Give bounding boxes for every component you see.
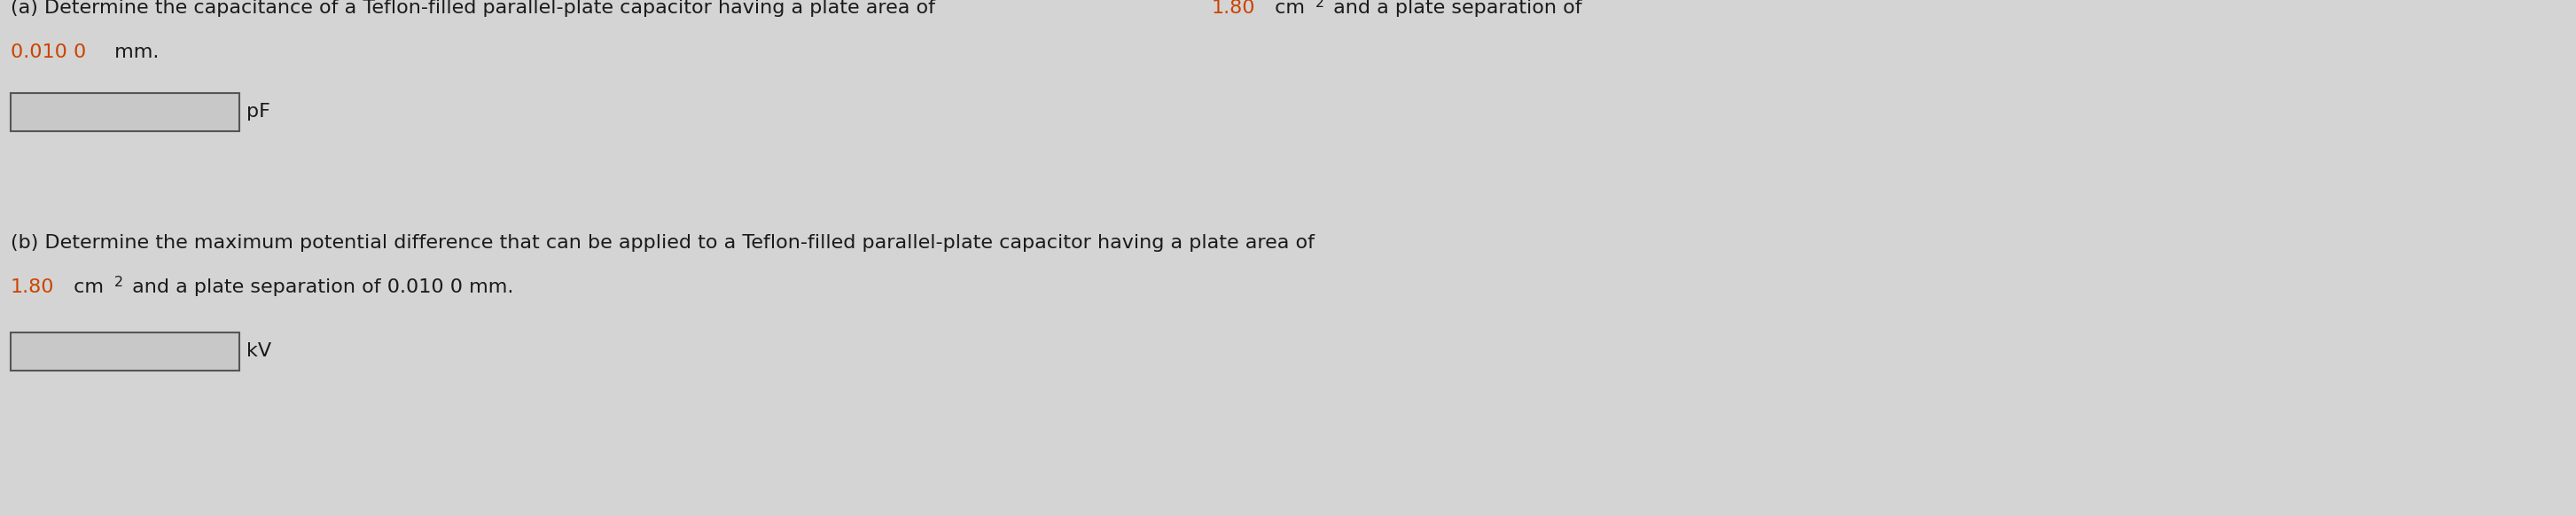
FancyBboxPatch shape — [10, 93, 240, 131]
Text: cm: cm — [67, 279, 103, 296]
Text: 1.80: 1.80 — [1211, 0, 1255, 17]
Text: 2: 2 — [1316, 0, 1324, 10]
Text: (b) Determine the maximum potential difference that can be applied to a Teflon-f: (b) Determine the maximum potential diff… — [10, 234, 1314, 252]
Text: cm: cm — [1267, 0, 1303, 17]
Text: 1.80: 1.80 — [10, 279, 54, 296]
Text: and a plate separation of 0.010 0 mm.: and a plate separation of 0.010 0 mm. — [126, 279, 513, 296]
Text: 2: 2 — [113, 276, 124, 289]
Text: and a plate separation of: and a plate separation of — [1327, 0, 1582, 17]
Text: pF: pF — [247, 103, 270, 121]
Text: kV: kV — [247, 343, 270, 360]
FancyBboxPatch shape — [10, 332, 240, 370]
Text: (a) Determine the capacitance of a Teflon-filled parallel-plate capacitor having: (a) Determine the capacitance of a Teflo… — [10, 0, 940, 17]
Text: mm.: mm. — [108, 43, 160, 61]
Text: 0.010 0: 0.010 0 — [10, 43, 85, 61]
